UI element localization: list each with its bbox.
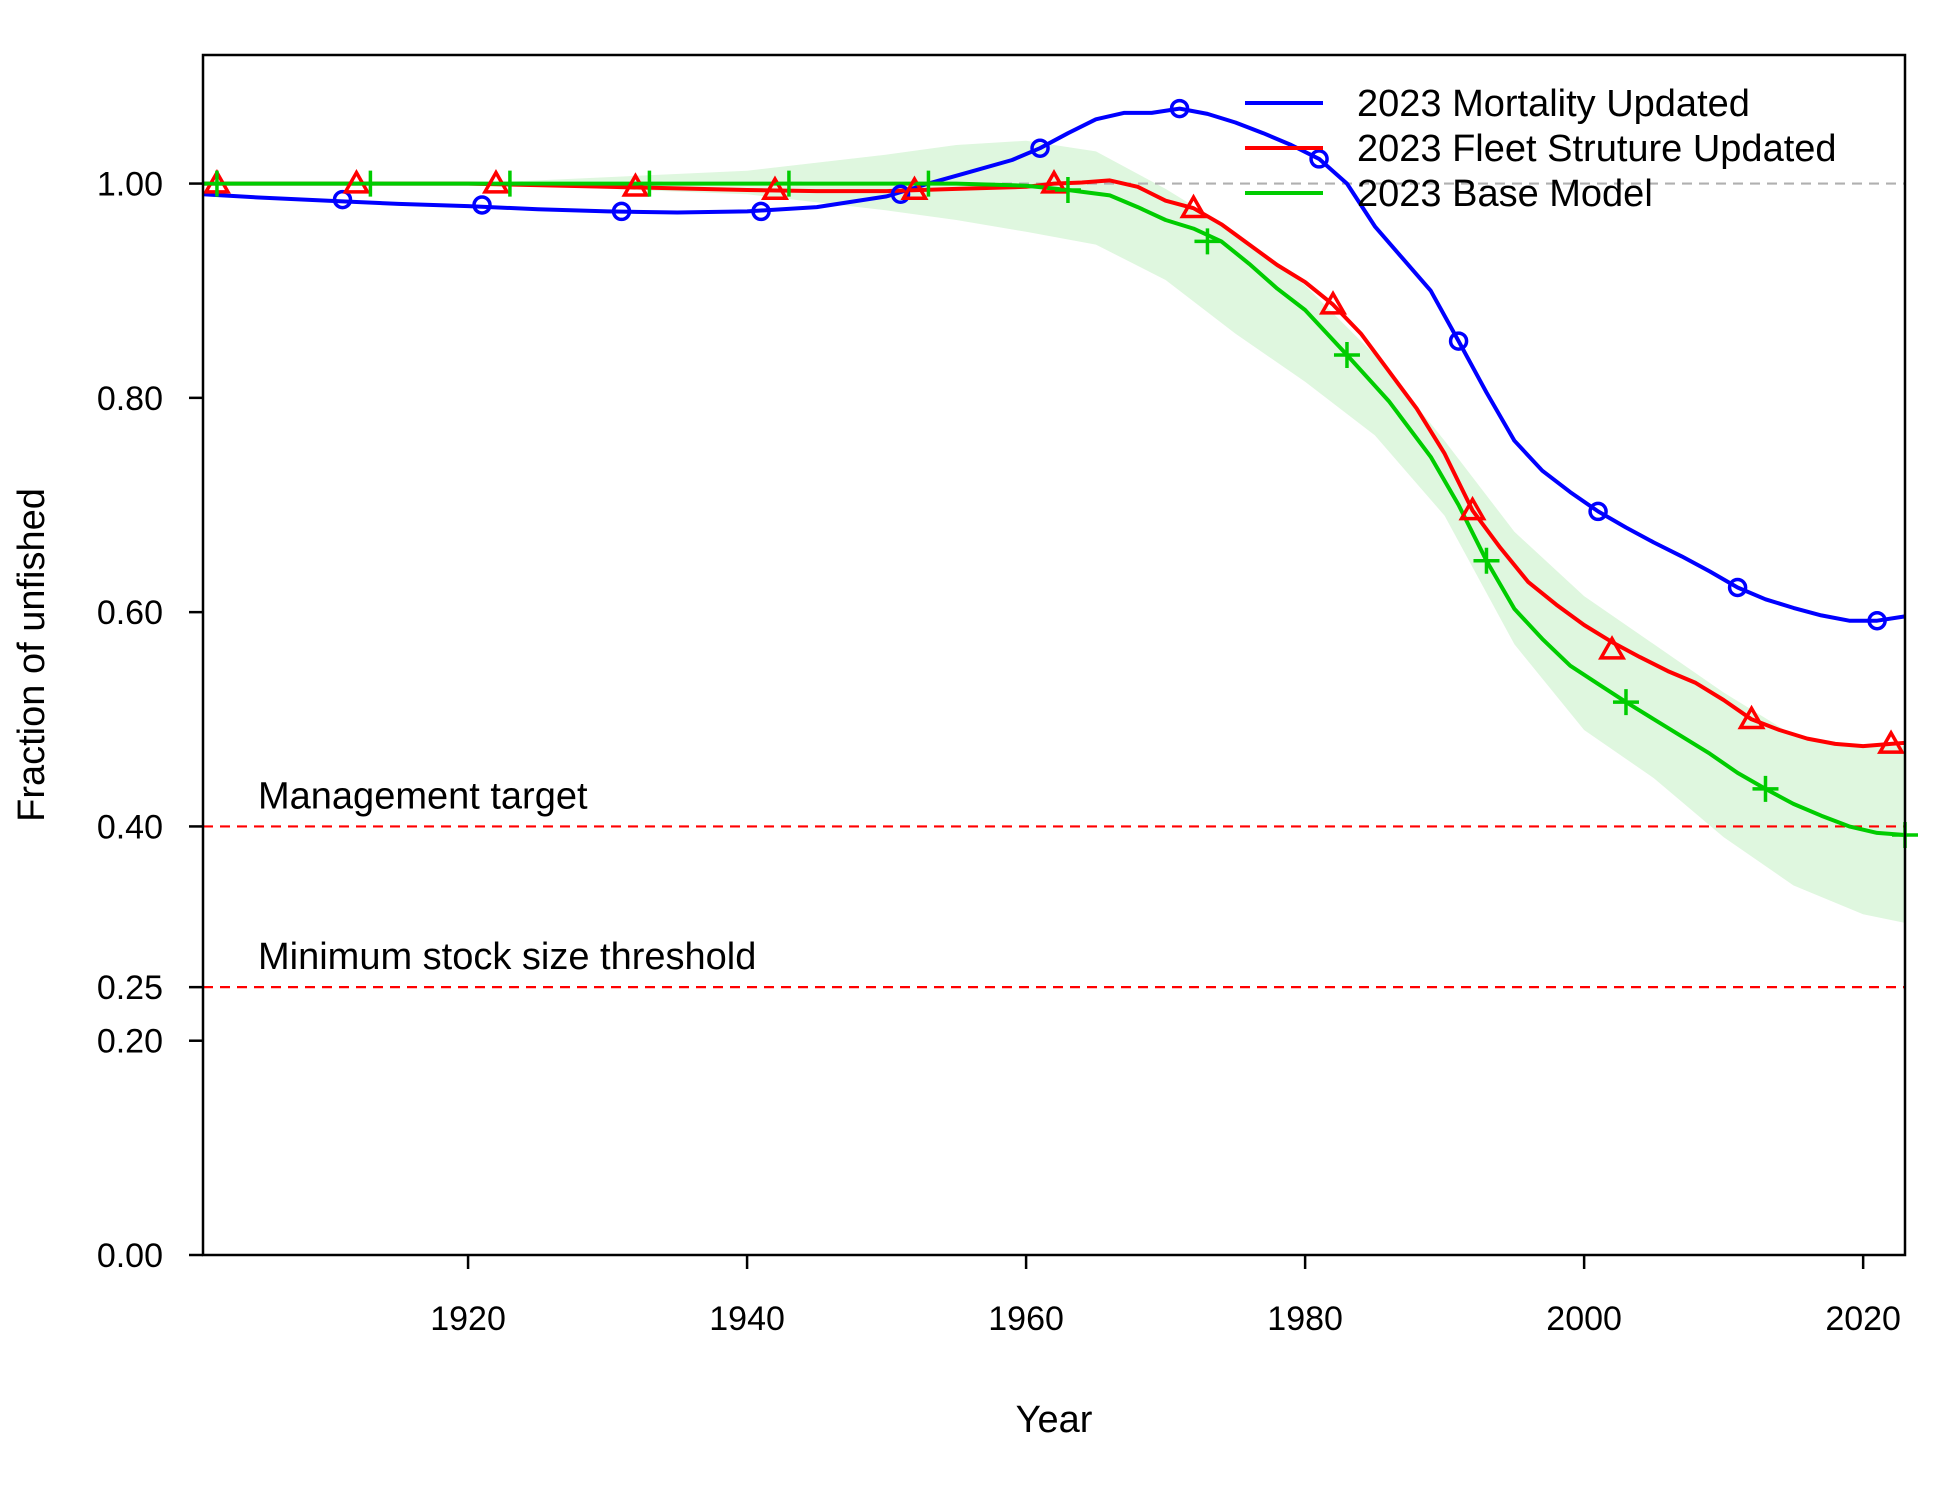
y-tick-label-2: 0.25: [97, 969, 163, 1007]
series-2-marker-11: [1752, 775, 1779, 802]
x-tick-label-2: 1960: [988, 1300, 1064, 1338]
series-2-marker-7: [1194, 228, 1221, 255]
series-0-marker-0: [332, 189, 353, 210]
x-tick-label-5: 2020: [1825, 1300, 1901, 1338]
series-line-0: [202, 106, 1906, 623]
legend-label-1: 2023 Fleet Struture Updated: [1357, 128, 1837, 170]
series-2-marker-10: [1612, 689, 1639, 716]
series-1-marker-5: [900, 175, 929, 200]
y-tick-label-4: 0.60: [97, 594, 163, 632]
axis-layer: 1920 1940 1960 1980 2000 2020 0.00 0.20 0.25 0.40…: [97, 166, 1901, 1338]
series-0-marker-4: [890, 184, 911, 205]
series-1-marker-12: [1877, 729, 1906, 754]
series-line-1: [203, 178, 1906, 749]
legend-label-0: 2023 Mortality Updated: [1357, 83, 1750, 125]
x-tick-label-1: 1940: [709, 1300, 785, 1338]
series-0-marker-11: [1867, 610, 1887, 631]
series-0-marker-9: [1588, 501, 1608, 522]
y-tick-label-0: 0.00: [97, 1237, 163, 1275]
series-2-marker-5: [915, 170, 942, 197]
series-2-marker-4: [775, 170, 802, 197]
x-tick-label-4: 2000: [1546, 1300, 1622, 1338]
series-line-2: [203, 181, 1906, 837]
x-tick-label-3: 1980: [1267, 1300, 1343, 1338]
series-1-marker-10: [1598, 635, 1627, 660]
series-1-marker-6: [1039, 169, 1069, 194]
series-0-marker-1: [472, 195, 492, 215]
series-0-marker-6: [1169, 98, 1190, 119]
y-tick-label-3: 0.40: [97, 808, 163, 846]
series-0-marker-7: [1309, 149, 1329, 169]
series-1-marker-4: [760, 175, 789, 200]
series-2-marker-0: [203, 170, 230, 197]
reference-lines-layer: Management target Minimum stock size thre…: [203, 182, 1905, 989]
series-2-marker-3: [636, 170, 663, 197]
series-1-marker-8: [1319, 290, 1348, 315]
series-0-marker-2: [611, 201, 632, 222]
confidence-band-2: [203, 140, 1905, 923]
y-tick-label-6: 1.00: [97, 166, 163, 204]
series-2-marker-9: [1473, 547, 1500, 574]
x-tick-label-0: 1920: [430, 1300, 506, 1338]
y-axis-title: Fraction of unfished: [11, 488, 53, 822]
series-0-marker-3: [751, 201, 771, 222]
series-1-marker-3: [621, 172, 650, 197]
plot-frame: [201, 53, 1907, 1257]
reference-annotation-2: Minimum stock size threshold: [258, 936, 756, 978]
series-0-marker-10: [1727, 577, 1748, 598]
series-2-marker-8: [1333, 342, 1360, 368]
legend-label-2: 2023 Base Model: [1357, 173, 1653, 215]
series-0-marker-5: [1030, 138, 1050, 158]
y-tick-label-5: 0.80: [97, 380, 163, 418]
series-1-marker-9: [1458, 495, 1487, 521]
y-tick-label-1: 0.20: [97, 1023, 163, 1061]
confidence-band-layer: [203, 140, 1905, 923]
series-2-marker-2: [496, 170, 523, 197]
x-axis-title: Year: [1016, 1399, 1093, 1441]
series-0-marker-8: [1448, 331, 1469, 351]
series-1-marker-7: [1179, 193, 1208, 219]
series-2-marker-6: [1054, 177, 1081, 203]
series-1-marker-11: [1737, 704, 1766, 730]
reference-annotation-1: Management target: [258, 775, 588, 817]
series-layer: [202, 106, 1906, 837]
series-2-marker-1: [357, 170, 384, 197]
